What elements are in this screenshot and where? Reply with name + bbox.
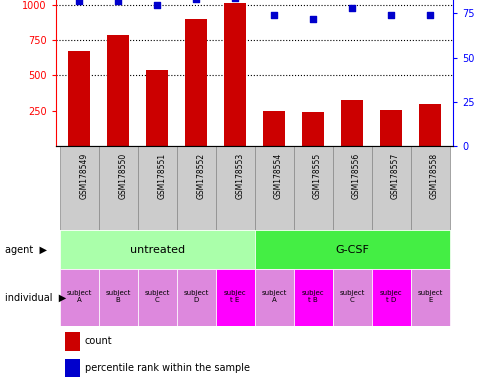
- Bar: [65, 359, 80, 377]
- Bar: [176, 146, 215, 230]
- Text: GSM178553: GSM178553: [235, 153, 243, 199]
- Bar: [410, 146, 449, 230]
- Text: GSM178558: GSM178558: [429, 153, 438, 199]
- Bar: [419, 104, 440, 146]
- Point: [270, 12, 277, 18]
- Point: [386, 12, 394, 18]
- Text: GSM178557: GSM178557: [390, 153, 399, 199]
- Bar: [332, 146, 371, 230]
- Bar: [263, 111, 284, 146]
- Bar: [65, 332, 80, 351]
- Bar: [185, 20, 207, 146]
- Text: GSM178555: GSM178555: [313, 153, 321, 199]
- Bar: [60, 269, 98, 326]
- Bar: [107, 35, 129, 146]
- Bar: [98, 269, 137, 326]
- Text: agent  ▶: agent ▶: [5, 245, 47, 255]
- Bar: [410, 269, 449, 326]
- Text: percentile rank within the sample: percentile rank within the sample: [85, 363, 249, 373]
- Point: [75, 0, 83, 4]
- Text: untreated: untreated: [129, 245, 184, 255]
- Text: subject
E: subject E: [417, 290, 442, 303]
- Bar: [137, 269, 176, 326]
- Text: subjec
t B: subjec t B: [301, 290, 324, 303]
- Text: subject
A: subject A: [66, 290, 91, 303]
- Bar: [341, 100, 362, 146]
- Point: [425, 12, 433, 18]
- Point: [153, 2, 161, 8]
- Text: individual  ▶: individual ▶: [5, 293, 66, 303]
- Text: count: count: [85, 336, 112, 346]
- Text: subjec
t E: subjec t E: [223, 290, 246, 303]
- Point: [348, 5, 355, 11]
- Text: GSM178554: GSM178554: [273, 153, 283, 199]
- Bar: [176, 269, 215, 326]
- Bar: [293, 269, 332, 326]
- Point: [114, 0, 122, 4]
- Text: GSM178556: GSM178556: [351, 153, 361, 199]
- Text: subject
C: subject C: [144, 290, 169, 303]
- Text: GSM178549: GSM178549: [79, 153, 88, 199]
- Bar: [68, 51, 90, 146]
- Bar: [224, 3, 245, 146]
- Bar: [371, 146, 410, 230]
- Bar: [215, 146, 254, 230]
- Bar: [379, 110, 401, 146]
- Text: subject
B: subject B: [105, 290, 131, 303]
- Bar: [254, 230, 449, 269]
- Text: subjec
t D: subjec t D: [379, 290, 402, 303]
- Text: G-CSF: G-CSF: [334, 245, 368, 255]
- Text: subject
A: subject A: [261, 290, 286, 303]
- Bar: [293, 146, 332, 230]
- Point: [192, 0, 199, 2]
- Bar: [215, 269, 254, 326]
- Bar: [98, 146, 137, 230]
- Bar: [254, 146, 293, 230]
- Bar: [371, 269, 410, 326]
- Bar: [302, 112, 323, 146]
- Bar: [332, 269, 371, 326]
- Text: GSM178550: GSM178550: [118, 153, 127, 199]
- Bar: [60, 146, 98, 230]
- Point: [231, 0, 239, 1]
- Bar: [137, 146, 176, 230]
- Text: subject
D: subject D: [183, 290, 209, 303]
- Bar: [146, 70, 167, 146]
- Text: GSM178551: GSM178551: [157, 153, 166, 199]
- Text: subject
C: subject C: [339, 290, 364, 303]
- Bar: [60, 230, 254, 269]
- Point: [309, 16, 317, 22]
- Text: GSM178552: GSM178552: [196, 153, 205, 199]
- Bar: [254, 269, 293, 326]
